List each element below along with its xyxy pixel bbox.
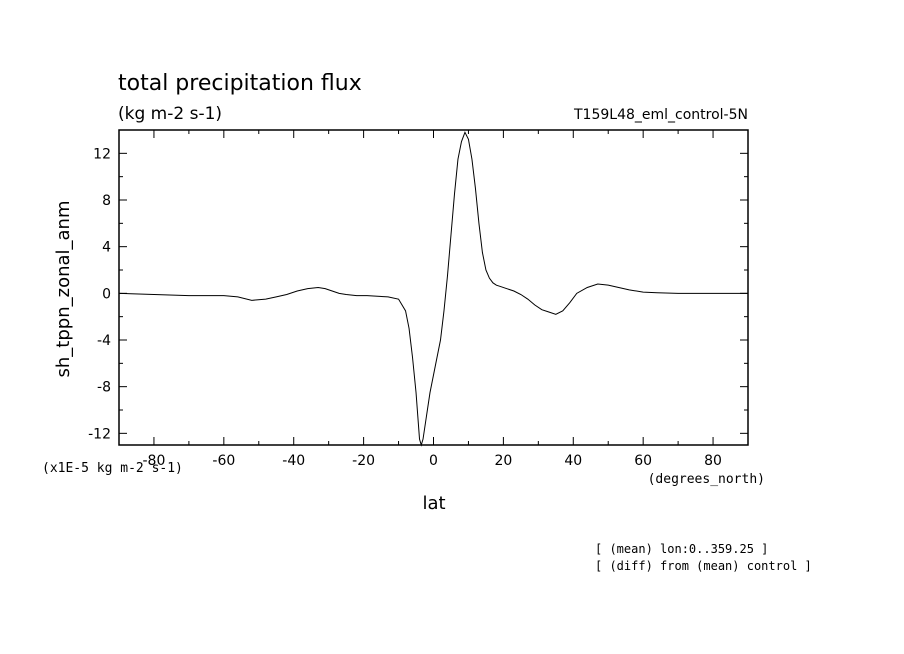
plot-frame — [118, 129, 749, 446]
chart-subtitle: (kg m-2 s-1) — [118, 104, 222, 124]
x-tick-labels: -80 -60 -40 -20 0 20 40 60 80 — [143, 453, 722, 469]
x-tick-label: -80 — [143, 453, 166, 469]
y-multiplier: (x1E-5 kg m-2 s-1) — [42, 461, 183, 476]
x-tick-label: 60 — [634, 453, 652, 469]
y-tick-label: 8 — [102, 193, 111, 209]
tick-layer — [118, 129, 749, 445]
x-tick-label: -20 — [352, 453, 375, 469]
footnote-diff-control: [ (diff) from (mean) control ] — [595, 559, 812, 573]
x-tick-label: -60 — [212, 453, 235, 469]
chart-title: total precipitation flux — [118, 71, 362, 96]
y-tick-label: 4 — [102, 240, 111, 256]
y-tick-label: -8 — [97, 380, 111, 396]
x-axis-label: lat — [422, 493, 445, 514]
y-tick-labels: -12 -8 -4 0 4 8 12 — [88, 146, 111, 442]
run-label: T159L48_eml_control-5N — [573, 107, 748, 123]
x-tick-label: 0 — [429, 453, 438, 469]
y-tick-label: 0 — [102, 286, 111, 302]
x-tick-label: 40 — [564, 453, 582, 469]
x-tick-label: -40 — [282, 453, 305, 469]
y-tick-label: 12 — [93, 146, 111, 162]
series-line — [118, 131, 748, 447]
y-tick-label: -12 — [88, 426, 111, 442]
x-units: (degrees_north) — [648, 472, 765, 487]
x-tick-label: 20 — [494, 453, 512, 469]
footnote-mean-lon: [ (mean) lon:0..359.25 ] — [595, 542, 768, 556]
x-tick-label: 80 — [704, 453, 722, 469]
y-tick-label: -4 — [97, 333, 111, 349]
y-axis-label: sh_tppn_zonal_anm — [53, 201, 74, 378]
